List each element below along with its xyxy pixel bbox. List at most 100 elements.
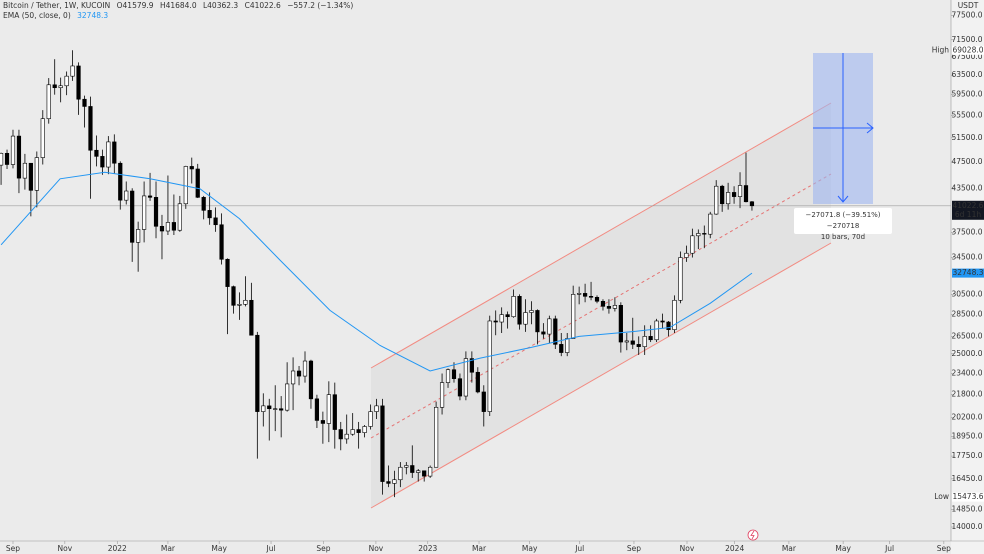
candle-body (726, 192, 731, 205)
y-tick-label: 21800.0 (951, 390, 982, 399)
x-tick-label: 2024 (725, 544, 744, 553)
candle-body (58, 85, 63, 89)
candle-body (106, 141, 111, 168)
candle-body (672, 299, 677, 330)
y-tick-label: 59500.0 (951, 90, 982, 99)
candle-body (231, 286, 236, 306)
candle-body (398, 466, 403, 481)
candle-body (517, 296, 522, 325)
candle-body (237, 304, 242, 306)
candle-body (296, 370, 302, 377)
x-tick-label: Jul (574, 544, 584, 553)
last-label-bg (952, 200, 984, 220)
candle-body (481, 391, 486, 412)
ohlc: C41022.6 (244, 1, 281, 10)
y-tick-label: 63500.0 (951, 70, 982, 79)
candle-body (338, 429, 343, 440)
candle-body (141, 195, 147, 230)
x-tick-label: Nov (680, 544, 695, 553)
candle-body (368, 411, 373, 427)
candle-body (356, 429, 361, 433)
candle-body (535, 310, 540, 333)
y-tick-label: 25000.0 (951, 349, 982, 358)
candle-body (630, 340, 635, 345)
change: −557.2 (−1.34%) (287, 1, 354, 10)
x-tick-label: May (211, 544, 227, 553)
arrow-head (866, 122, 874, 134)
candle-body (749, 201, 755, 207)
candle-body (118, 162, 123, 201)
ohlc: L40362.3 (202, 1, 239, 10)
candle-body (410, 465, 415, 473)
candle-body (189, 166, 194, 170)
candle-body (219, 224, 224, 260)
candle-body (636, 344, 641, 347)
y-tick-label: 77500.0 (951, 11, 982, 20)
high-label-bg (952, 45, 984, 55)
candle-body (428, 466, 433, 477)
y-tick-label: 14850.0 (951, 504, 982, 513)
candle-body (600, 300, 606, 307)
candle-body (404, 465, 409, 468)
candle-body (547, 318, 552, 335)
marks (0, 50, 951, 498)
y-tick-label: 17750.0 (951, 451, 982, 460)
x-tick-label: Mar (782, 544, 797, 553)
candle-body (147, 195, 153, 198)
y-tick-label: 37500.0 (951, 228, 982, 237)
candle-body (708, 213, 713, 235)
header-line: Bitcoin / Tether, 1W, KUCOIN O41579.9 H4… (3, 1, 357, 10)
candle-body (696, 233, 701, 237)
indicator-line: EMA (50, close, 0) 32748.3 (3, 11, 112, 20)
candle-body (565, 338, 570, 353)
x-tick-label: May (835, 544, 851, 553)
candle-body (153, 197, 159, 227)
candle-body (541, 331, 546, 335)
candle-body (100, 156, 105, 168)
candle-body (326, 394, 331, 424)
candle-body (225, 258, 230, 287)
y-tick-label: 71500.0 (951, 35, 982, 44)
candle-body (493, 320, 498, 323)
currency-label: USDT (958, 1, 979, 10)
projection-label: −27071.8 (−39.51%) −270718 10 bars, 70d (794, 208, 892, 241)
candle-body (279, 408, 284, 411)
y-tick-label: 14000.0 (951, 522, 982, 531)
x-tick-label: 2022 (108, 544, 127, 553)
candle-body (136, 229, 141, 243)
candle-body (487, 320, 492, 412)
candle-body (714, 185, 719, 215)
candle-body (314, 398, 320, 421)
x-tick-label: Sep (6, 544, 20, 553)
low-name: Low (934, 492, 949, 501)
candle-body (320, 420, 325, 424)
candle-body (660, 320, 665, 323)
candle-body (737, 185, 743, 197)
x-tick-label: Sep (316, 544, 330, 553)
candle-body (249, 299, 254, 336)
candle-body (559, 344, 564, 353)
candle-body (720, 185, 725, 205)
candle-body (463, 358, 469, 397)
ohlc: H41684.0 (159, 1, 197, 10)
candle-body (171, 222, 176, 231)
candle-body (243, 299, 248, 305)
candle-body (374, 405, 379, 412)
lightning-icon[interactable] (747, 529, 759, 541)
candle-body (112, 141, 117, 164)
x-tick-label: Nov (369, 544, 384, 553)
ohlc: O41579.9 (116, 1, 154, 10)
candle-body (10, 135, 16, 165)
candle-body (505, 314, 510, 318)
x-tick-label: Mar (472, 544, 487, 553)
y-tick-label: 47500.0 (951, 157, 982, 166)
candle-body (475, 371, 480, 393)
candle-body (64, 75, 69, 87)
candle-body (439, 382, 445, 408)
candle-body (523, 312, 528, 325)
candle-body (124, 190, 129, 201)
candle-body (52, 84, 57, 89)
candle-body (386, 481, 391, 484)
projection-change: −27071.8 (−39.51%) −270718 (805, 211, 881, 230)
